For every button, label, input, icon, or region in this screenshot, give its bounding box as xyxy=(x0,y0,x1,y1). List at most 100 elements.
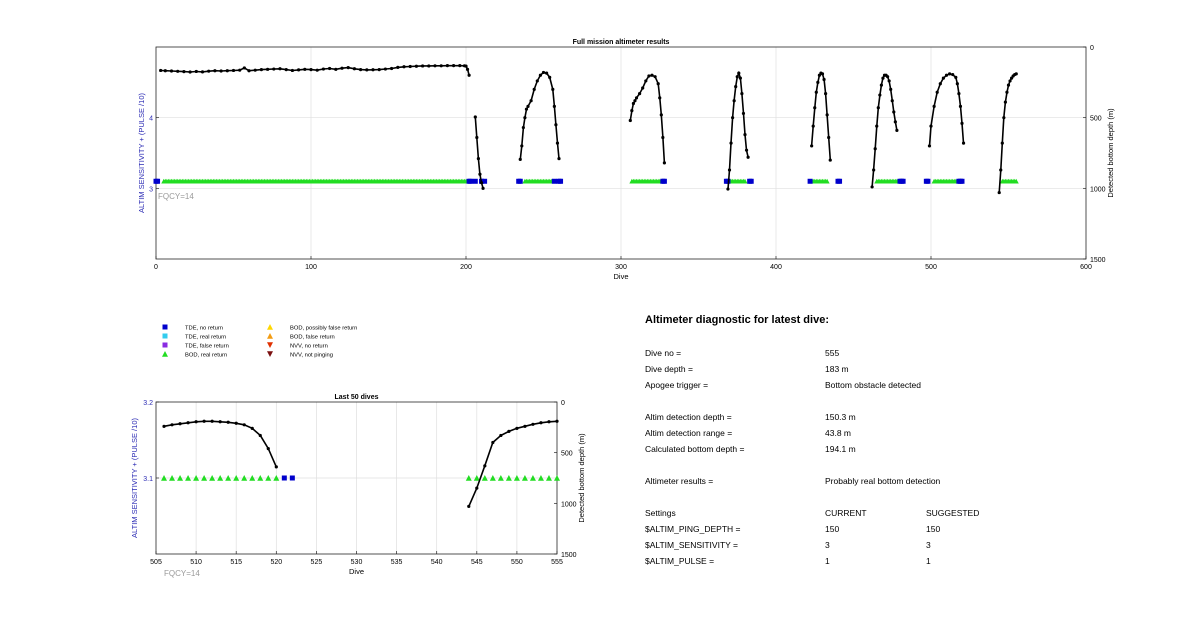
full-depth-point-6-13 xyxy=(890,99,894,103)
last50-bod-real-marker-7 xyxy=(217,475,224,481)
full-depth-line-4 xyxy=(727,70,749,190)
full-depth-point-3-10 xyxy=(653,75,657,79)
full-depth-point-5-1 xyxy=(811,124,815,128)
full-depth-point-4-5 xyxy=(734,84,738,89)
full-depth-point-0-19 xyxy=(272,67,276,71)
last50-depth-point-1-1 xyxy=(475,486,479,490)
last50-bod-real-marker-14 xyxy=(273,475,280,481)
full-depth-point-6-11 xyxy=(887,79,891,83)
last50-tde-no-return-marker-0 xyxy=(281,475,287,481)
full-depth-point-5-12 xyxy=(828,158,832,162)
full-depth-point-7-10 xyxy=(955,82,959,86)
full-depth-point-0-29 xyxy=(334,67,338,71)
full-depth-point-1-1 xyxy=(475,135,479,140)
full-depth-line-6 xyxy=(871,74,898,187)
full-depth-point-0-49 xyxy=(458,64,462,68)
legend-col2-label-3: NVV, not pinging xyxy=(290,353,333,359)
full-tde-no-return-marker-17 xyxy=(748,178,754,184)
settings-label: Settings xyxy=(645,508,676,518)
legend-col1-label-0: TDE, no return xyxy=(185,326,223,332)
last50-depth-point-0-5 xyxy=(202,419,206,423)
full-depth-point-0-18 xyxy=(266,67,270,71)
full-tde-no-return-marker-13 xyxy=(661,178,667,184)
altim-detection-range-label: Altim detection range = xyxy=(645,428,733,438)
legend-col2-marker-2 xyxy=(267,342,273,348)
full-depth-point-0-43 xyxy=(421,64,425,68)
calculated-bottom-depth-label: Calculated bottom depth = xyxy=(645,444,745,454)
full-depth-point-6-6 xyxy=(879,83,884,87)
last50-yrtick-label-1: 500 xyxy=(561,451,573,458)
dive-depth-value: 183 m xyxy=(825,364,849,374)
last50-yltick-label-0: 3.1 xyxy=(143,476,153,483)
last50-bod-real-marker-1 xyxy=(169,475,176,481)
full-depth-point-6-15 xyxy=(893,120,897,124)
last50-depth-line-0 xyxy=(163,420,278,468)
full-depth-point-4-2 xyxy=(729,141,733,145)
full-depth-point-0-11 xyxy=(225,69,229,73)
ping-depth-label: $ALTIM_PING_DEPTH = xyxy=(645,524,741,534)
full-depth-point-0-22 xyxy=(290,68,294,73)
last50-fqcy-annotation: FQCY=14 xyxy=(164,569,200,578)
legend-col2-marker-3 xyxy=(267,351,273,357)
last50-depth-point-0-8 xyxy=(226,420,230,424)
full-depth-point-5-9 xyxy=(824,92,828,96)
full-depth-point-3-15 xyxy=(662,161,667,165)
full-depth-point-0-1 xyxy=(163,69,167,73)
legend-col2-marker-0 xyxy=(267,324,273,330)
full-depth-point-5-7 xyxy=(820,72,825,76)
full-depth-point-0-28 xyxy=(328,66,332,71)
full-depth-point-5-3 xyxy=(814,90,818,94)
last50-bod-real-marker-3 xyxy=(185,475,192,481)
last50-depth-point-1-3 xyxy=(491,440,495,445)
full-depth-point-4-11 xyxy=(743,133,747,137)
full-depth-point-3-9 xyxy=(650,73,654,77)
full-depth-point-8-2 xyxy=(1000,141,1004,145)
last50-bod-real-marker-24 xyxy=(537,475,544,481)
sensitivity-label: $ALTIM_SENSITIVITY = xyxy=(645,540,738,550)
full-yltick-label-1: 4 xyxy=(149,116,153,123)
full-yltick-label-0: 3 xyxy=(149,186,153,193)
last50-depth-point-1-11 xyxy=(555,419,559,423)
last50-depth-point-1-6 xyxy=(515,426,519,430)
full-depth-point-6-14 xyxy=(892,110,896,114)
full-depth-point-7-2 xyxy=(932,104,936,108)
full-depth-point-1-0 xyxy=(473,115,477,119)
full-depth-point-0-32 xyxy=(352,67,356,71)
full-xtick-label-1: 100 xyxy=(305,264,317,271)
full-depth-point-0-47 xyxy=(445,64,449,68)
last50-depth-point-1-7 xyxy=(523,424,527,428)
last50-bod-real-marker-10 xyxy=(241,475,248,481)
last50-depth-point-0-2 xyxy=(178,422,182,426)
full-depth-point-1-4 xyxy=(479,181,484,185)
full-yrtick-label-0: 0 xyxy=(1090,45,1094,52)
last50-xtick-label-5: 530 xyxy=(351,559,363,566)
full-depth-point-6-4 xyxy=(876,106,880,110)
full-tde-no-return-marker-23 xyxy=(900,178,906,184)
last50-bod-real-marker-5 xyxy=(201,475,208,481)
last50-depth-point-0-11 xyxy=(250,426,254,430)
full-depth-point-0-9 xyxy=(213,69,217,73)
last50-xtick-label-4: 525 xyxy=(311,559,323,566)
last50-bod-real-marker-0 xyxy=(161,475,168,481)
full-depth-point-7-5 xyxy=(941,76,946,80)
last50-bod-real-marker-8 xyxy=(225,475,232,481)
full-xlabel: Dive xyxy=(613,272,628,281)
full-tde-no-return-marker-9 xyxy=(551,178,557,184)
last50-bod-real-marker-13 xyxy=(265,475,272,481)
full-depth-point-7-6 xyxy=(944,73,949,77)
full-depth-point-0-5 xyxy=(188,70,192,74)
full-depth-point-0-15 xyxy=(247,69,251,73)
last50-bod-real-marker-18 xyxy=(489,475,496,481)
full-depth-point-1-5 xyxy=(481,186,485,190)
last50-depth-point-1-9 xyxy=(539,421,543,425)
full-ylabel-right: Detected bottom depth (m) xyxy=(1106,108,1115,198)
full-bod-real-marker-4-433 xyxy=(824,178,830,184)
last50-bod-real-marker-6 xyxy=(209,475,216,481)
last50-ylabel-right: Detected bottom depth (m) xyxy=(577,433,586,523)
full-depth-point-4-6 xyxy=(735,75,739,79)
legend-col1-marker-2 xyxy=(162,342,168,348)
full-tde-no-return-marker-18 xyxy=(807,178,813,184)
last50-ylabel-left: ALTIM SENSITIVITY + (PULSE /10) xyxy=(130,418,139,538)
full-tde-no-return-marker-3 xyxy=(468,178,474,184)
full-depth-point-2-15 xyxy=(554,123,558,127)
